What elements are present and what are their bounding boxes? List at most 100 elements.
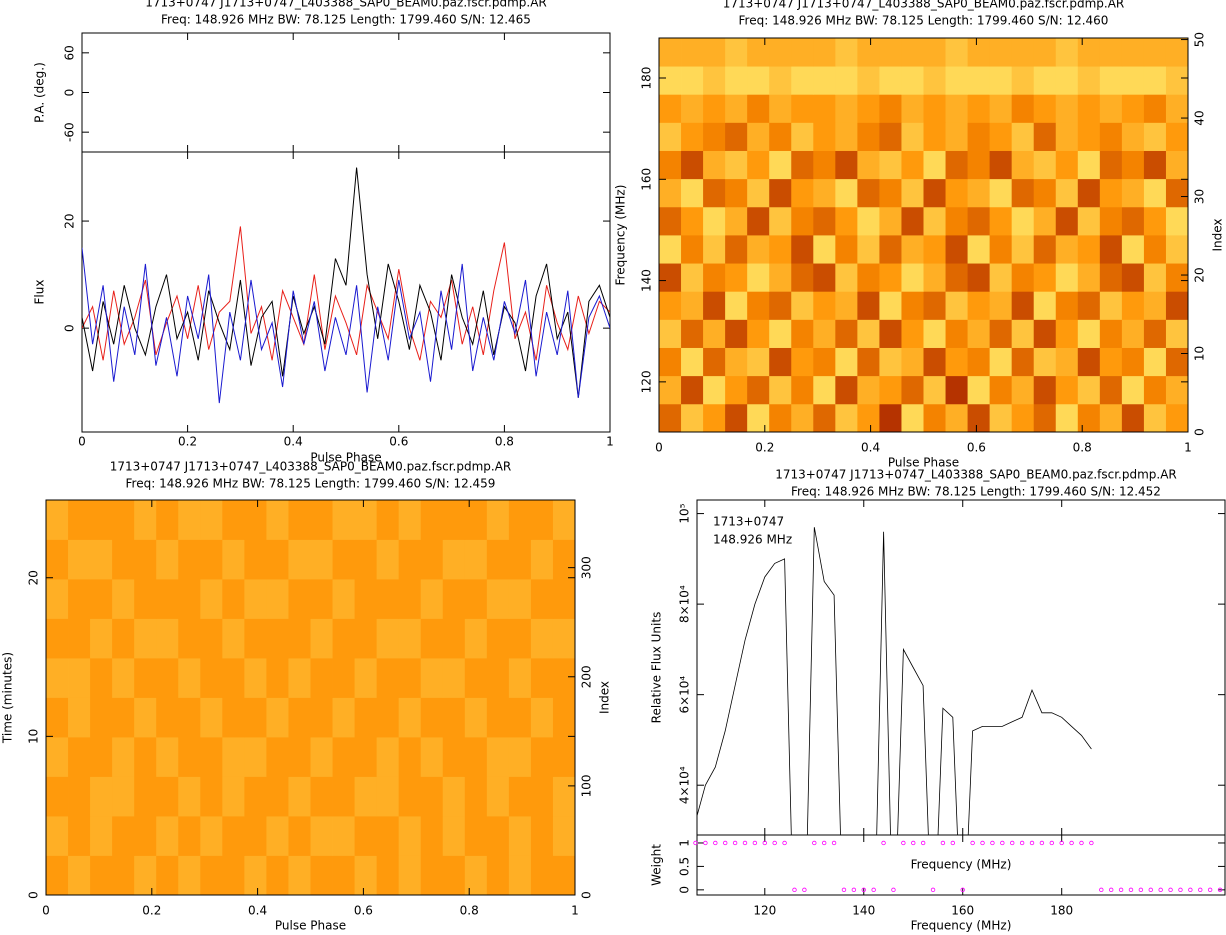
heatmap-cell (46, 697, 69, 738)
heatmap-cell (156, 539, 179, 580)
heatmap-cell (1099, 66, 1123, 95)
x-tick-label: 0.6 (389, 435, 408, 449)
heatmap-cell (857, 150, 880, 180)
y-tick-label: -60 (63, 122, 77, 142)
weight-point (1158, 887, 1163, 893)
heatmap-cell (681, 178, 704, 208)
weight-point (1118, 887, 1124, 893)
heatmap-cell (1033, 263, 1057, 292)
annotation: 148.926 MHz (713, 533, 792, 547)
pa-frame (81, 32, 611, 153)
heatmap-cell (725, 319, 748, 348)
weight-point (1049, 840, 1055, 846)
heatmap-cell (1165, 94, 1189, 123)
y-tick-label: 60 (63, 45, 77, 60)
heatmap-cell (530, 697, 554, 738)
heatmap-cell (464, 776, 488, 817)
heatmap-cell (813, 263, 836, 292)
heatmap-cell (90, 539, 113, 580)
heatmap-cell (681, 38, 704, 67)
heatmap-cell (725, 38, 748, 67)
heatmap-cell (332, 737, 355, 777)
x-tick-label: 180 (1050, 904, 1073, 918)
heatmap-cell (200, 618, 223, 659)
heatmap-cell (945, 206, 968, 236)
heatmap-cell (552, 579, 576, 619)
heatmap-cell (835, 206, 858, 236)
heatmap-cell (1099, 263, 1123, 292)
heatmap-cell (552, 776, 576, 817)
weight-point (990, 840, 995, 846)
heatmap-cell (1033, 291, 1057, 320)
heatmap-cell (1143, 235, 1167, 264)
heatmap-cell (464, 539, 488, 580)
heatmap-cell (486, 658, 510, 698)
heatmap-cell (354, 737, 378, 777)
heatmap-cell (989, 347, 1013, 377)
heatmap-cell (659, 319, 682, 348)
heatmap-cell (747, 347, 770, 377)
heatmap-cell (200, 579, 223, 619)
heatmap-cell (879, 150, 902, 180)
heatmap-cell (703, 122, 726, 151)
heatmap-cell (46, 500, 69, 540)
x-tick-label: 0.8 (1073, 441, 1092, 455)
heatmap-cell (442, 697, 466, 738)
heatmap-cell (156, 737, 179, 777)
heatmap-cell (1121, 122, 1145, 151)
weight-point (1059, 840, 1064, 846)
heatmap-cell (791, 122, 814, 151)
heatmap-cell (945, 291, 968, 320)
weight-point (1138, 887, 1144, 893)
heatmap-cell (747, 66, 770, 95)
heatmap-cell (945, 150, 968, 180)
heatmap-cell (1143, 122, 1167, 151)
heatmap-cell (1055, 94, 1079, 123)
annotation: 1713+0747 (713, 515, 784, 529)
heatmap-cell (791, 291, 814, 320)
heatmap-cell (1033, 403, 1057, 433)
heatmap-cell (398, 697, 422, 738)
heatmap-cell (923, 122, 946, 151)
heatmap-cell (967, 38, 991, 67)
chart-subtitle: Freq: 148.926 MHz BW: 78.125 Length: 179… (791, 485, 1161, 499)
heatmap-cell (901, 206, 924, 236)
heatmap-cell (1165, 206, 1189, 236)
heatmap-cell (1033, 178, 1057, 208)
heatmap-cell (1033, 206, 1057, 236)
heatmap-cell (747, 94, 770, 123)
heatmap-cell (552, 658, 576, 698)
heatmap-cell (222, 697, 245, 738)
heatmap-cell (508, 776, 532, 817)
heatmap-cell (376, 855, 400, 896)
chart-subtitle: Freq: 148.926 MHz BW: 78.125 Length: 179… (161, 13, 531, 27)
heatmap-cell (1165, 263, 1189, 292)
heatmap-cell (420, 579, 444, 619)
heatmap-cell (703, 178, 726, 208)
weight-point (703, 840, 708, 846)
heatmap-cell (791, 206, 814, 236)
heatmap-cell (703, 235, 726, 264)
heatmap-cell (659, 403, 682, 433)
heatmap-cell (552, 539, 576, 580)
heatmap-cell (310, 776, 333, 817)
heatmap-cell (725, 122, 748, 151)
x-tick-label: 0 (655, 441, 663, 455)
heatmap-cell (791, 94, 814, 123)
heatmap-cell (1099, 347, 1123, 377)
heatmap-cell (1011, 347, 1035, 377)
heatmap-cell (725, 94, 748, 123)
heatmap-cell (1143, 94, 1167, 123)
x-tick-label: 0.8 (460, 904, 479, 918)
heatmap-cell (310, 697, 333, 738)
heatmap-cell (1143, 38, 1167, 67)
heatmap-cell (1033, 319, 1057, 348)
weight-point (911, 840, 916, 846)
heatmap-cell (68, 579, 91, 619)
heatmap-cell (464, 855, 488, 896)
heatmap-cell (923, 235, 946, 264)
heatmap-cell (681, 403, 704, 433)
heatmap-cell (923, 178, 946, 208)
heatmap-cell (332, 539, 355, 580)
heatmap-cell (310, 618, 333, 659)
